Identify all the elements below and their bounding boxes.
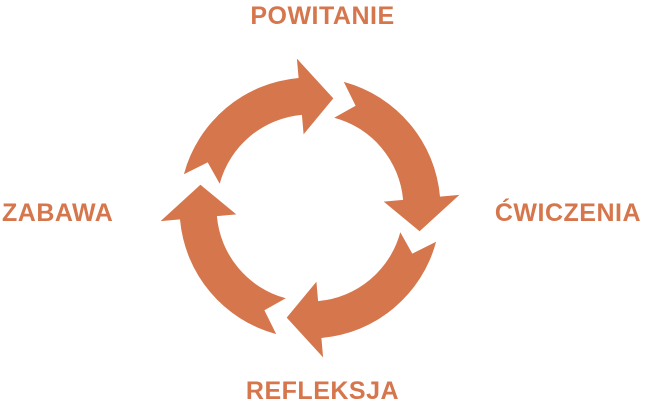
step-label-zabawa: ZABAWA xyxy=(2,199,114,227)
arrow-zabawa-to-powitanie xyxy=(183,58,334,184)
arrow-powitanie-to-cwiczenia xyxy=(334,81,460,232)
arrow-cwiczenia-to-refleksja xyxy=(286,232,437,358)
step-label-powitanie: POWITANIE xyxy=(250,2,395,30)
step-label-cwiczenia: ĆWICZENIA xyxy=(494,199,641,227)
arrow-refleksja-to-zabawa xyxy=(160,184,286,335)
step-label-refleksja: REFLEKSJA xyxy=(245,377,400,405)
